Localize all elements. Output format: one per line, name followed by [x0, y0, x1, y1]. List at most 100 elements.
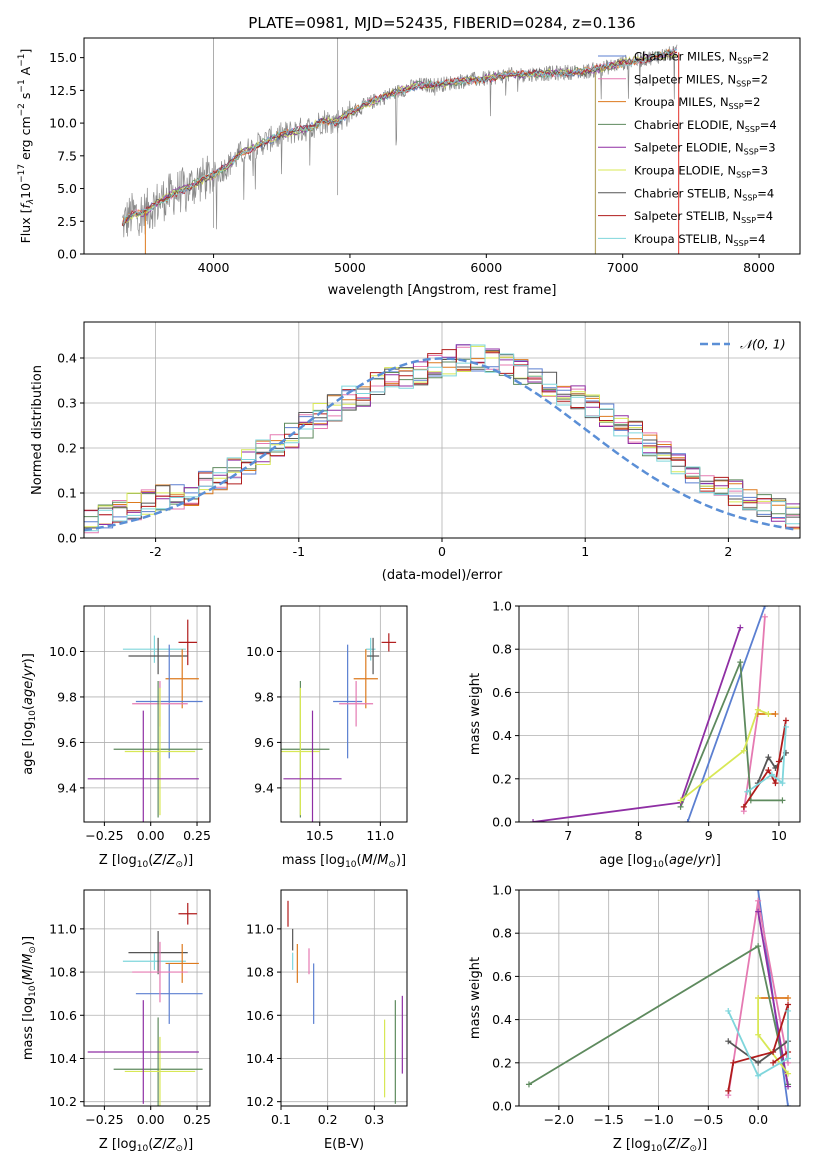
y-tick-label: 10.2 — [246, 1094, 274, 1109]
x-tick-label: -2 — [149, 544, 161, 559]
series-line-6 — [756, 752, 787, 784]
x-tick-label: 0.00 — [137, 1112, 165, 1127]
x-tick-label: 0.2 — [318, 1112, 338, 1127]
normal-curve-line — [84, 357, 798, 532]
observed-spectrum-line — [121, 44, 678, 238]
histogram-step-8 — [84, 344, 800, 538]
x-tick-label: 6000 — [470, 260, 502, 275]
y-tick-label: 0.0 — [492, 1099, 512, 1114]
x-axis-label-Z: Z [log10(Z/Z⊙)] — [99, 1137, 193, 1154]
panel-massweight-vs-Z: −2.0 −1.5 −1.0 −0.5 0.0 0.0 0.2 0.4 0.6 0.8 1.0 — [492, 883, 801, 1128]
x-tick-label: -1 — [293, 544, 305, 559]
series-point — [754, 706, 761, 713]
series-point — [772, 780, 779, 787]
y-tick-label: 11.0 — [246, 921, 274, 936]
series-point — [730, 1059, 737, 1066]
legend-label: Kroupa STELIB, NSSP=4 — [634, 232, 765, 248]
legend-label: Chabrier STELIB, NSSP=4 — [634, 186, 774, 202]
series-point — [530, 819, 537, 822]
y-tick-label: 10.0 — [246, 644, 274, 659]
series-line-8 — [727, 1010, 789, 1078]
age-vs-Z-marks — [84, 606, 210, 822]
series-point — [785, 995, 792, 1001]
y-tick-label: 15.0 — [49, 50, 77, 65]
series-point — [744, 788, 751, 795]
series-point — [770, 1049, 777, 1055]
x-axis-label-age: age [log10(age/yr)] — [599, 853, 721, 870]
series-point — [725, 1087, 732, 1094]
x-tick-label: 8000 — [743, 260, 775, 275]
y-tick-label: 9.8 — [57, 689, 77, 704]
legend: 𝒩(0, 1) — [700, 337, 786, 352]
legend-label: 𝒩(0, 1) — [740, 337, 786, 352]
series-point — [737, 659, 744, 666]
y-tick-label: 2.5 — [57, 214, 77, 229]
x-axis-label: wavelength [Angstrom, rest frame] — [328, 283, 557, 298]
y-tick-label: 0.0 — [57, 531, 77, 546]
y-tick-label: 10.4 — [49, 1051, 77, 1066]
series-point — [740, 747, 747, 754]
series-point — [765, 767, 772, 774]
y-tick-label: 0.0 — [492, 815, 512, 830]
massweight-vs-age-marks — [519, 606, 800, 822]
panel-spectrum: PLATE=0981, MJD=52435, FIBERID=0284, z=0… — [17, 14, 801, 298]
small-panels: −0.25 0.00 0.25 9.4 9.6 9.8 10.0 10.5 11.0 9.4 9.6… — [49, 599, 801, 1128]
series-point — [755, 943, 762, 950]
chart-title: PLATE=0981, MJD=52435, FIBERID=0284, z=0… — [248, 14, 635, 32]
x-axis-label-Z: Z [log10(Z/Z⊙)] — [99, 853, 193, 870]
x-tick-label: 0 — [438, 544, 446, 559]
series-line-5 — [680, 708, 769, 802]
series-point — [725, 1007, 732, 1014]
residuals-marks — [84, 322, 800, 538]
y-tick-label: 11.0 — [49, 921, 77, 936]
legend: Chabrier MILES, NSSP=2 Salpeter MILES, NS… — [598, 50, 777, 248]
mass-vs-Z-ticks: −0.25 0.00 0.25 10.2 10.4 10.6 10.8 11.0 — [49, 921, 211, 1127]
y-axis-label: Flux [fλ10−17 erg cm−2 s−1 A−1] — [17, 49, 36, 244]
series-point — [684, 819, 691, 822]
age-vs-mass-ticks: 10.5 11.0 9.4 9.6 9.8 10.0 — [246, 644, 394, 843]
series-point — [779, 780, 786, 787]
massweight-vs-Z-ticks: −2.0 −1.5 −1.0 −0.5 0.0 0.0 0.2 0.4 0.6 0.8 1.0 — [492, 883, 768, 1128]
series-point — [779, 797, 786, 804]
panel-mass-vs-EBV: 0.1 0.2 0.3 10.2 10.4 10.6 10.8 11.0 — [246, 889, 408, 1127]
x-tick-label: 7 — [564, 828, 572, 843]
series-point — [785, 1103, 792, 1106]
x-tick-label: 5000 — [334, 260, 366, 275]
legend-label: Chabrier MILES, NSSP=2 — [634, 50, 769, 66]
y-tick-label: 9.6 — [57, 735, 77, 750]
series-point — [755, 890, 762, 893]
x-tick-label: 4000 — [198, 260, 230, 275]
y-tick-label: 10.4 — [246, 1051, 274, 1066]
y-tick-label: 0.6 — [492, 969, 512, 984]
age-vs-mass-marks — [281, 606, 407, 822]
series-point — [755, 1059, 762, 1066]
series-line-4 — [757, 911, 789, 1087]
series-line-4 — [532, 627, 742, 822]
y-axis-label-age: age [log10(age/yr)] — [21, 653, 38, 775]
y-tick-label: 7.5 — [57, 148, 77, 163]
y-tick-label: 9.4 — [57, 780, 77, 795]
x-axis-label-Z: Z [log10(Z/Z⊙)] — [613, 1137, 707, 1154]
axes-frame — [83, 37, 801, 255]
series-point — [785, 1001, 792, 1008]
legend-label: Salpeter STELIB, NSSP=4 — [634, 209, 773, 225]
x-tick-label: 0.0 — [748, 1112, 768, 1127]
y-tick-label: 0.1 — [57, 486, 77, 501]
x-tick-label: −0.25 — [85, 828, 123, 843]
series-point — [525, 1081, 532, 1088]
series-point — [755, 995, 762, 1001]
series-line-3 — [679, 661, 783, 808]
spectrum-grid-marks — [121, 38, 680, 254]
y-tick-label: 0.4 — [57, 351, 77, 366]
panel-age-vs-mass: 10.5 11.0 9.4 9.6 9.8 10.0 — [246, 605, 408, 843]
y-tick-label: 9.8 — [254, 689, 274, 704]
y-tick-label: 10.8 — [49, 965, 77, 980]
x-tick-label: 0.3 — [364, 1112, 384, 1127]
x-tick-label: −0.25 — [85, 1112, 123, 1127]
x-tick-label: 1 — [581, 544, 589, 559]
x-tick-label: 0.25 — [183, 828, 211, 843]
x-tick-label: 11.0 — [366, 828, 394, 843]
series-point — [755, 1072, 762, 1079]
series-point — [785, 1083, 792, 1090]
y-axis-label-massweight: mass weight — [468, 957, 483, 1039]
